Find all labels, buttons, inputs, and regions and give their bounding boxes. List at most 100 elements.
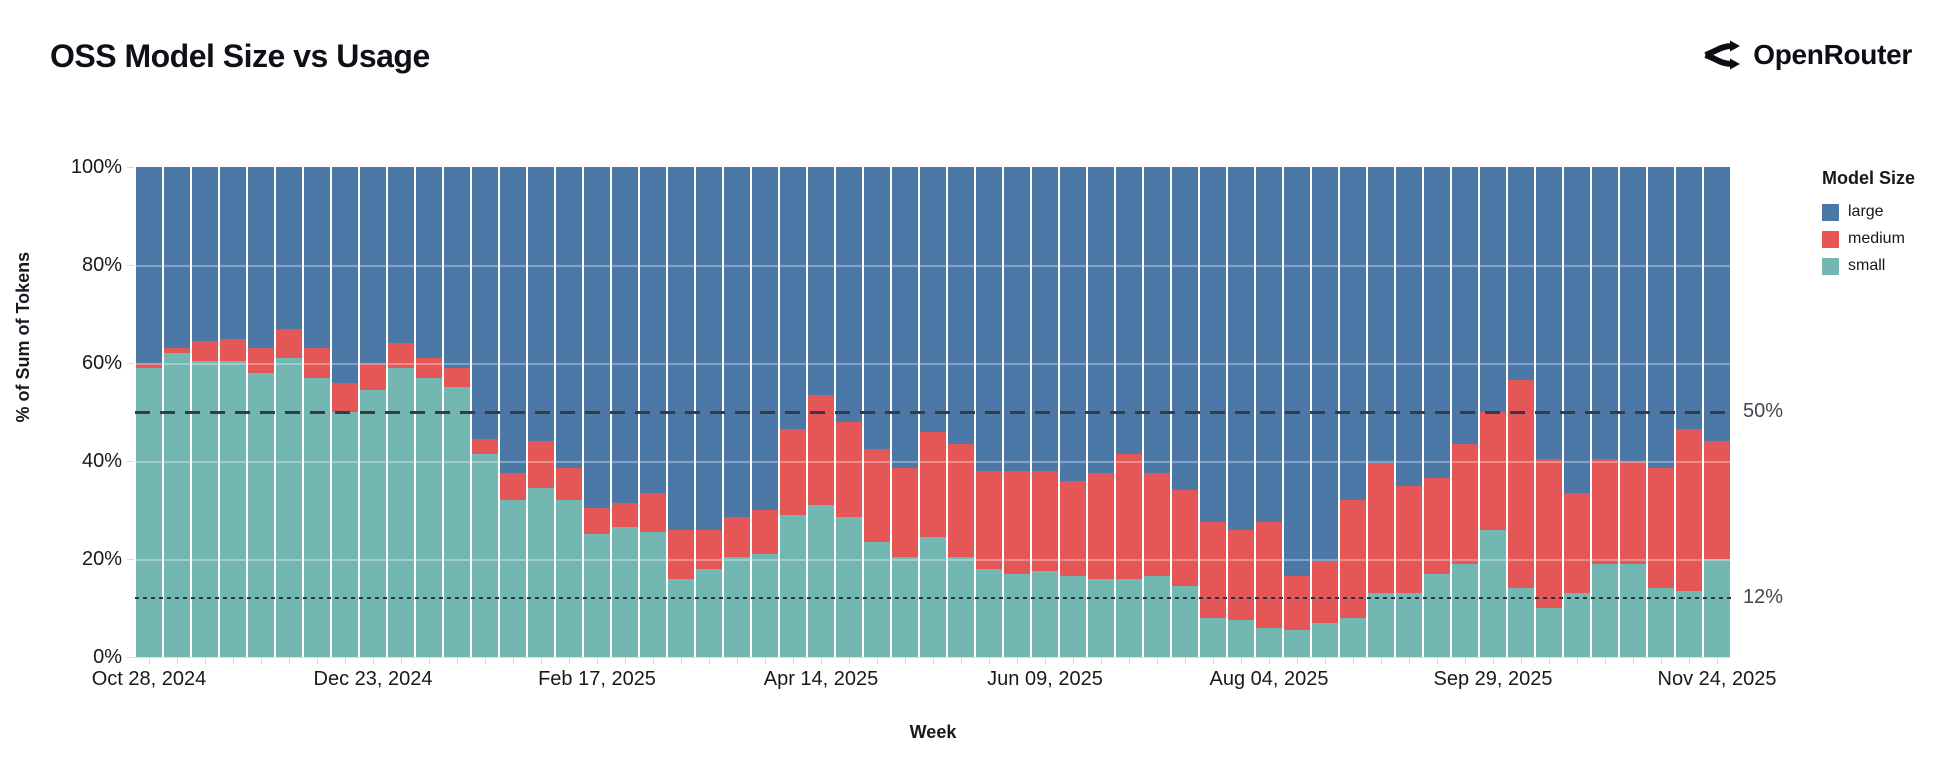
bar-week-41[interactable] [1284,167,1310,657]
bar-week-33[interactable] [1060,167,1086,657]
bar-segment-small[interactable] [1452,563,1478,657]
bar-segment-large[interactable] [1060,167,1086,481]
bar-segment-small[interactable] [332,411,358,657]
bar-week-29[interactable] [948,167,974,657]
bar-segment-small[interactable] [136,367,162,657]
bar-segment-large[interactable] [416,167,442,359]
bar-week-17[interactable] [612,167,638,657]
bar-segment-medium[interactable] [528,441,554,488]
bar-segment-large[interactable] [724,167,750,518]
bar-week-9[interactable] [388,167,414,657]
bar-week-14[interactable] [528,167,554,657]
bar-week-48[interactable] [1480,167,1506,657]
bar-segment-large[interactable] [976,167,1002,471]
bar-segment-large[interactable] [1508,167,1534,381]
bar-segment-large[interactable] [1256,167,1282,523]
bar-week-52[interactable] [1592,167,1618,657]
bar-segment-small[interactable] [1144,576,1170,657]
bar-segment-large[interactable] [1172,167,1198,491]
bar-segment-medium[interactable] [1200,522,1226,618]
bar-segment-medium[interactable] [892,468,918,557]
bar-segment-medium[interactable] [1256,522,1282,628]
bar-week-1[interactable] [164,167,190,657]
bar-segment-medium[interactable] [1172,490,1198,586]
bar-segment-medium[interactable] [1508,380,1534,589]
bar-segment-large[interactable] [304,167,330,349]
bar-segment-small[interactable] [220,360,246,657]
bar-segment-medium[interactable] [556,468,582,501]
bar-segment-medium[interactable] [192,340,218,361]
bar-segment-large[interactable] [1592,167,1618,459]
bar-segment-large[interactable] [1368,167,1394,464]
bar-week-15[interactable] [556,167,582,657]
bar-segment-medium[interactable] [1592,458,1618,564]
bar-week-30[interactable] [976,167,1002,657]
bar-segment-large[interactable] [864,167,890,449]
bar-segment-medium[interactable] [668,529,694,579]
bar-week-23[interactable] [780,167,806,657]
bar-week-32[interactable] [1032,167,1058,657]
bar-segment-large[interactable] [696,167,722,530]
bar-segment-small[interactable] [1340,617,1366,657]
bar-segment-medium[interactable] [920,431,946,537]
bar-segment-large[interactable] [528,167,554,442]
bar-segment-small[interactable] [640,532,666,657]
bar-segment-small[interactable] [1620,563,1646,657]
bar-week-55[interactable] [1676,167,1702,657]
bar-segment-medium[interactable] [696,529,722,569]
bar-segment-large[interactable] [276,167,302,329]
bar-segment-large[interactable] [136,167,162,363]
bar-segment-large[interactable] [612,167,638,503]
bar-week-24[interactable] [808,167,834,657]
bar-segment-large[interactable] [1228,167,1254,530]
bar-segment-large[interactable] [388,167,414,344]
bar-week-6[interactable] [304,167,330,657]
bar-segment-medium[interactable] [332,382,358,412]
bar-segment-small[interactable] [1564,593,1590,657]
bar-segment-small[interactable] [668,578,694,657]
bar-segment-medium[interactable] [444,367,470,388]
bar-segment-medium[interactable] [1312,561,1338,623]
bar-week-39[interactable] [1228,167,1254,657]
bar-segment-large[interactable] [1620,167,1646,461]
bar-segment-medium[interactable] [976,470,1002,569]
bar-segment-medium[interactable] [780,429,806,515]
bar-week-36[interactable] [1144,167,1170,657]
bar-segment-small[interactable] [920,536,946,657]
bar-segment-small[interactable] [892,556,918,657]
bar-segment-large[interactable] [584,167,610,508]
bar-segment-medium[interactable] [1704,441,1730,559]
bar-week-54[interactable] [1648,167,1674,657]
bar-week-11[interactable] [444,167,470,657]
bar-week-3[interactable] [220,167,246,657]
bar-segment-medium[interactable] [136,363,162,368]
bar-segment-small[interactable] [1256,627,1282,657]
bar-week-45[interactable] [1396,167,1422,657]
bar-segment-small[interactable] [752,554,778,657]
bar-segment-small[interactable] [1228,620,1254,657]
bar-segment-small[interactable] [864,541,890,657]
bar-segment-small[interactable] [1368,593,1394,657]
bar-week-34[interactable] [1088,167,1114,657]
bar-segment-medium[interactable] [304,348,330,378]
bar-segment-large[interactable] [1088,167,1114,474]
bar-segment-small[interactable] [360,389,386,657]
bar-week-42[interactable] [1312,167,1338,657]
bar-week-13[interactable] [500,167,526,657]
bar-segment-medium[interactable] [948,443,974,557]
bar-segment-medium[interactable] [1060,480,1086,577]
bar-segment-medium[interactable] [500,473,526,501]
bar-segment-large[interactable] [1396,167,1422,486]
bar-segment-small[interactable] [248,372,274,657]
bar-segment-small[interactable] [612,527,638,657]
bar-segment-large[interactable] [220,167,246,339]
bar-segment-small[interactable] [416,377,442,657]
bar-week-8[interactable] [360,167,386,657]
bar-segment-large[interactable] [1536,167,1562,459]
bar-week-0[interactable] [136,167,162,657]
bar-week-40[interactable] [1256,167,1282,657]
bar-segment-small[interactable] [1200,617,1226,657]
bar-segment-medium[interactable] [1424,478,1450,574]
bar-segment-large[interactable] [248,167,274,349]
bar-segment-small[interactable] [976,568,1002,657]
